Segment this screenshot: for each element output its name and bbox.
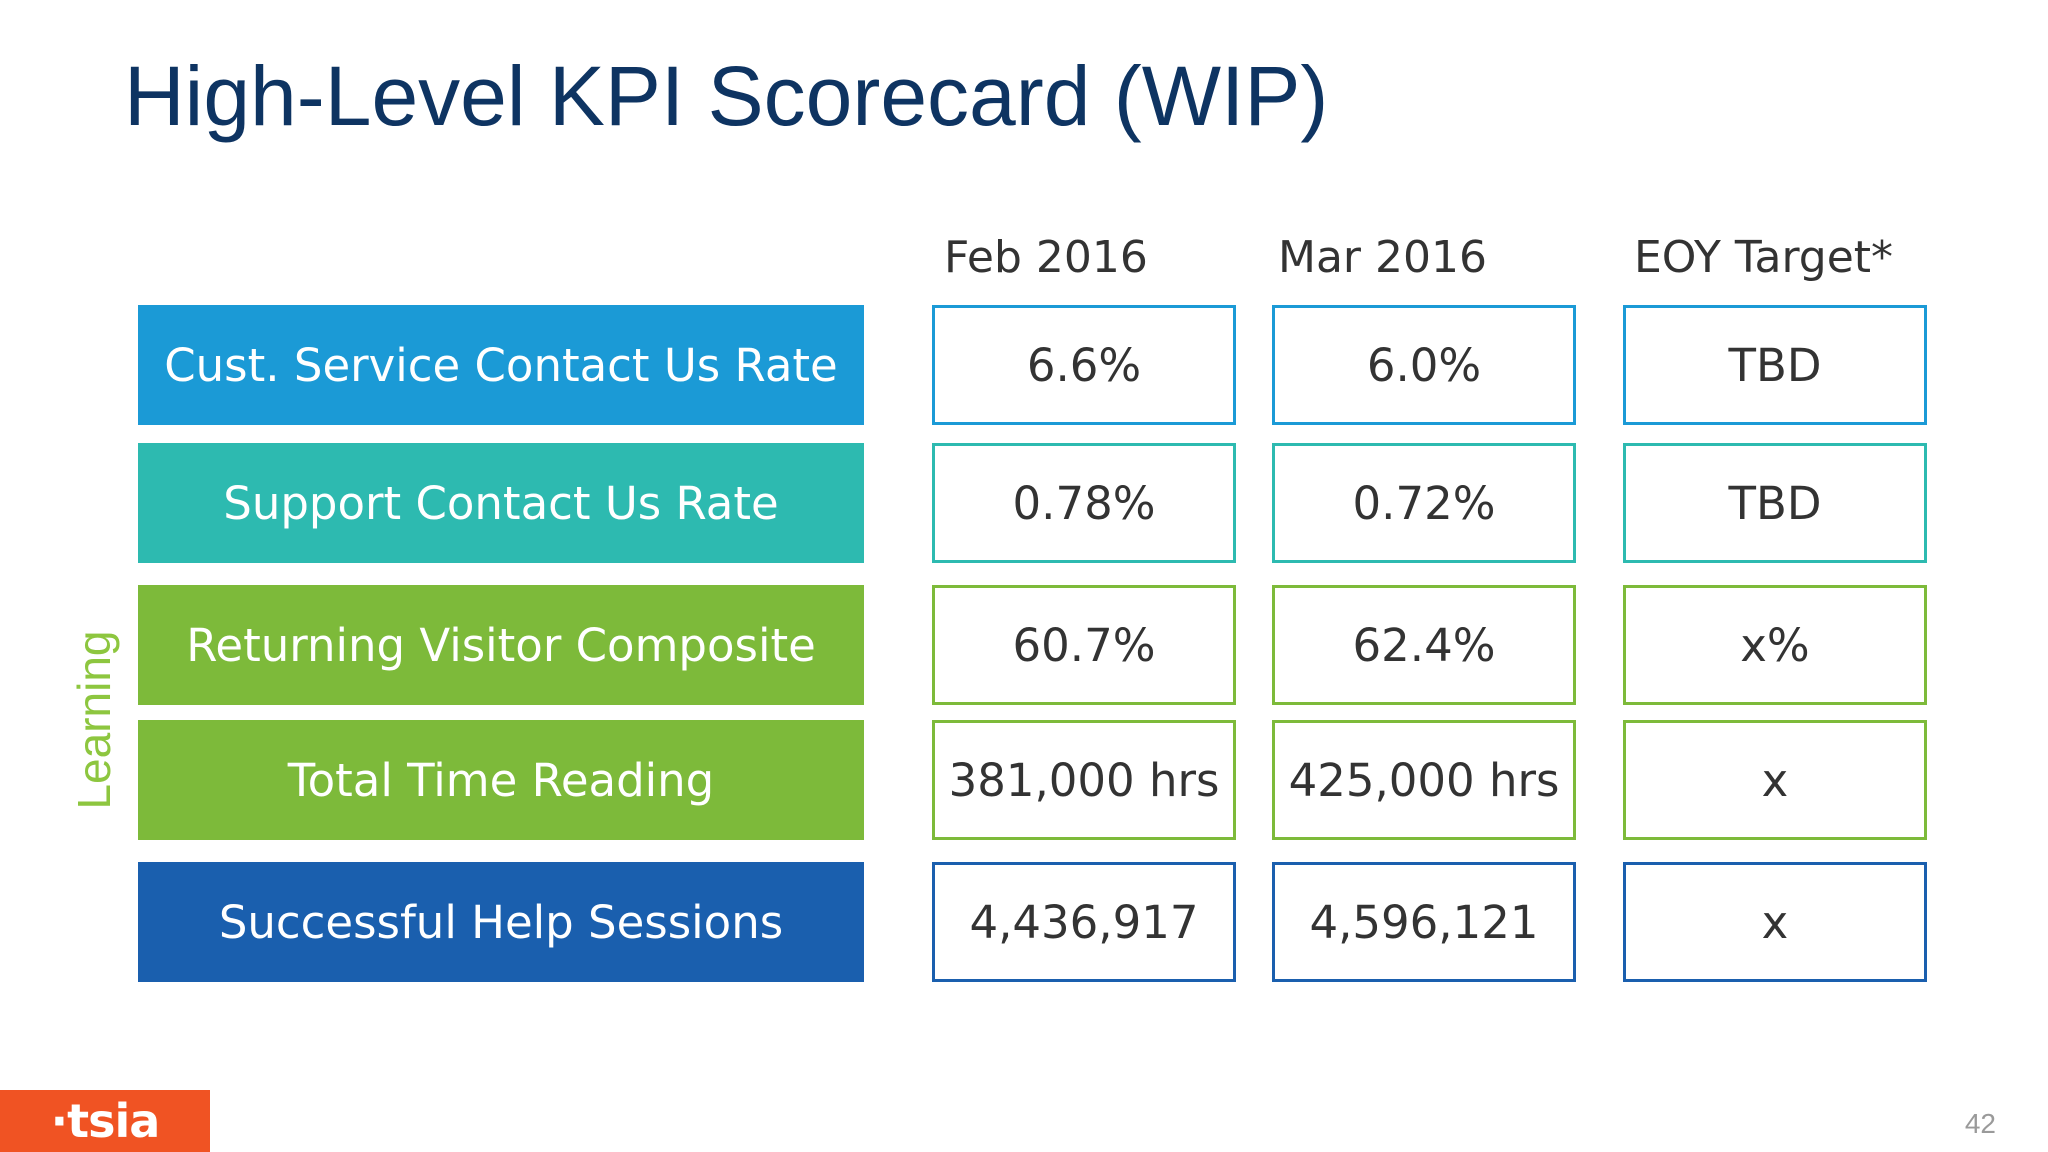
value-cell-returning-visitor-composite-eoy-target: x% — [1623, 585, 1927, 705]
slide-title: High-Level KPI Scorecard (WIP) — [124, 49, 1329, 143]
value-cell-successful-help-sessions-feb-2016: 4,436,917 — [932, 862, 1236, 982]
category-label-learning: Learning — [68, 630, 120, 810]
column-header-eoy-target: EOY Target* — [1634, 232, 1894, 283]
metric-label-successful-help-sessions: Successful Help Sessions — [138, 862, 864, 982]
value-cell-cust-service-contact-us-rate-feb-2016: 6.6% — [932, 305, 1236, 425]
metric-label-total-time-reading: Total Time Reading — [138, 720, 864, 840]
tsia-logo: ·tsia — [0, 1090, 210, 1152]
page-number: 42 — [1964, 1108, 1996, 1139]
column-header-feb-2016: Feb 2016 — [944, 232, 1148, 283]
value-cell-cust-service-contact-us-rate-mar-2016: 6.0% — [1272, 305, 1576, 425]
metric-label-cust-service-contact-us-rate: Cust. Service Contact Us Rate — [138, 305, 864, 425]
logo-text: ·tsia — [50, 1094, 161, 1148]
value-cell-total-time-reading-mar-2016: 425,000 hrs — [1272, 720, 1576, 840]
value-cell-returning-visitor-composite-mar-2016: 62.4% — [1272, 585, 1576, 705]
value-cell-successful-help-sessions-eoy-target: x — [1623, 862, 1927, 982]
value-cell-support-contact-us-rate-eoy-target: TBD — [1623, 443, 1927, 563]
metric-label-returning-visitor-composite: Returning Visitor Composite — [138, 585, 864, 705]
value-cell-returning-visitor-composite-feb-2016: 60.7% — [932, 585, 1236, 705]
column-header-mar-2016: Mar 2016 — [1278, 232, 1487, 283]
value-cell-support-contact-us-rate-mar-2016: 0.72% — [1272, 443, 1576, 563]
value-cell-total-time-reading-eoy-target: x — [1623, 720, 1927, 840]
value-cell-cust-service-contact-us-rate-eoy-target: TBD — [1623, 305, 1927, 425]
value-cell-successful-help-sessions-mar-2016: 4,596,121 — [1272, 862, 1576, 982]
value-cell-total-time-reading-feb-2016: 381,000 hrs — [932, 720, 1236, 840]
metric-label-support-contact-us-rate: Support Contact Us Rate — [138, 443, 864, 563]
value-cell-support-contact-us-rate-feb-2016: 0.78% — [932, 443, 1236, 563]
